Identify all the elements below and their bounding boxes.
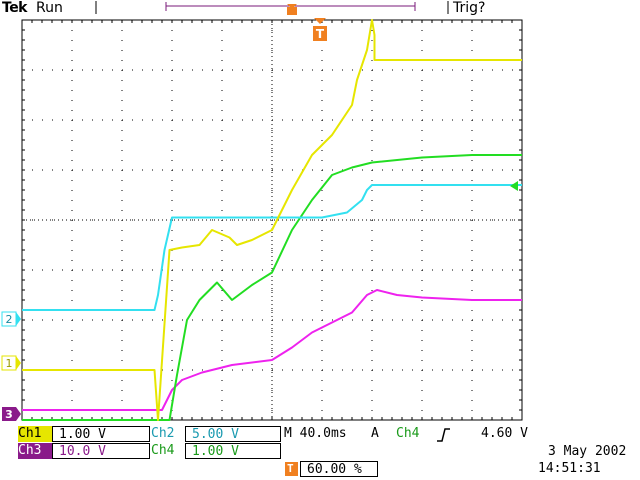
ch1-waveform bbox=[22, 19, 522, 421]
record-bar bbox=[95, 1, 449, 15]
ch2-waveform bbox=[22, 184, 522, 311]
brand-logo: Tek bbox=[2, 0, 28, 16]
ch1-ground-marker[interactable]: 1 bbox=[1, 355, 21, 371]
trigger-status: Trig? bbox=[453, 0, 486, 16]
timebase-readout[interactable]: M 40.0ms bbox=[284, 426, 347, 441]
ch2-ground-marker[interactable]: 2 bbox=[1, 311, 21, 327]
ch2-scale: 5.00 V bbox=[185, 426, 281, 442]
ch1-scale: 1.00 V bbox=[52, 426, 150, 442]
ch2-marker-label: 2 bbox=[6, 313, 13, 326]
ch4-label[interactable]: Ch4 bbox=[151, 443, 185, 459]
ch3-waveform bbox=[22, 289, 522, 411]
trigger-marker-label: T bbox=[316, 27, 325, 41]
ch2-label[interactable]: Ch2 bbox=[151, 426, 185, 442]
ch3-ground-marker[interactable]: 3 bbox=[2, 407, 21, 421]
time-readout: 14:51:31 bbox=[538, 461, 601, 476]
ch3-label[interactable]: Ch3 bbox=[18, 443, 52, 459]
ch1-marker-label: 1 bbox=[6, 357, 13, 370]
ch4-scale: 1.00 V bbox=[185, 443, 281, 459]
ch3-marker-label: 3 bbox=[5, 408, 13, 421]
trigger-position: 60.00 % bbox=[300, 461, 378, 477]
ch4-waveform bbox=[22, 154, 522, 421]
date-readout: 3 May 2002 bbox=[548, 444, 627, 459]
trigger-mode: A bbox=[371, 426, 379, 441]
acquisition-state: Run bbox=[36, 0, 63, 16]
trigger-position-marker[interactable]: T bbox=[313, 18, 327, 41]
trigger-source: Ch4 bbox=[396, 426, 420, 441]
ch3-scale: 10.0 V bbox=[52, 443, 150, 459]
ch1-label[interactable]: Ch1 bbox=[18, 426, 52, 442]
record-trigger-icon bbox=[287, 4, 297, 9]
trigger-level: 4.60 V bbox=[481, 426, 528, 441]
trigger-position-glyph: T bbox=[287, 462, 294, 475]
waveforms bbox=[22, 19, 522, 421]
trigger-level-icon[interactable] bbox=[510, 181, 518, 191]
